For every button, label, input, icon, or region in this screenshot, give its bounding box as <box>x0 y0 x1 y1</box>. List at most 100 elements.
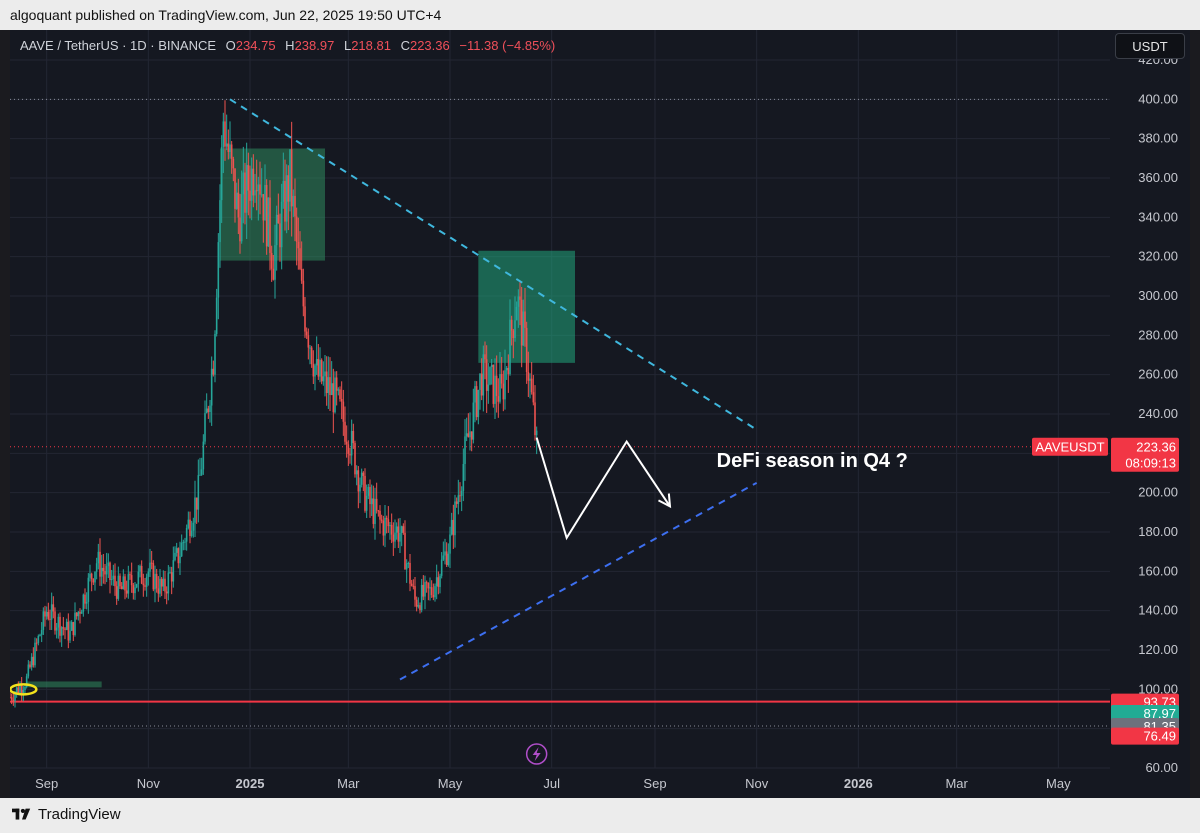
candle-body <box>97 551 100 564</box>
lightning-icon[interactable] <box>525 743 548 765</box>
trendline <box>399 481 758 681</box>
candle-body <box>447 553 450 566</box>
candle-body <box>394 532 396 542</box>
y-axis-tick-label: 280.00 <box>1138 327 1178 342</box>
price-label-value: 87.97 <box>1143 706 1176 721</box>
candle-body <box>14 693 16 701</box>
candle-body <box>89 573 91 578</box>
tradingview-logo[interactable]: TradingView <box>12 806 121 823</box>
y-axis-tick-label: 260.00 <box>1138 367 1178 382</box>
x-axis-tick-label: Mar <box>337 776 360 791</box>
x-axis-tick-label: 2026 <box>844 776 873 791</box>
candle-body <box>175 548 178 553</box>
candle-body <box>105 566 108 575</box>
candle-body <box>487 384 490 391</box>
candle-body <box>134 587 136 594</box>
candle-body <box>477 389 480 418</box>
candle-body <box>519 296 521 300</box>
symbol-name: AAVE / TetherUS · 1D · BINANCE <box>20 38 217 53</box>
candle-body <box>185 527 188 542</box>
candle-body <box>292 195 295 207</box>
close-key: C <box>400 38 410 53</box>
candle-body <box>157 588 160 594</box>
candle-body <box>402 526 405 533</box>
candle-body <box>464 436 466 465</box>
candle-body <box>465 433 468 437</box>
candle-body <box>30 656 33 668</box>
candle-body <box>517 296 520 307</box>
candle-body <box>47 611 50 619</box>
candle-body <box>274 245 276 280</box>
x-axis-tick-label: Nov <box>137 776 161 791</box>
candle-body <box>99 551 101 577</box>
candle-body <box>120 586 123 590</box>
y-axis-tick-label: 160.00 <box>1138 563 1178 578</box>
x-axis-tick-label: May <box>438 776 463 791</box>
price-label-bg <box>1111 704 1179 722</box>
change-value: −11.38 (−4.85%) <box>459 38 556 53</box>
x-axis-tick-label: Sep <box>643 776 666 791</box>
candle-body <box>75 612 78 617</box>
candle-body <box>27 664 30 677</box>
candle-body <box>80 611 83 614</box>
candle-body <box>409 562 411 584</box>
candle-body <box>65 621 68 630</box>
candle-body <box>214 333 216 375</box>
candle-body <box>179 556 181 564</box>
candle-body <box>204 413 206 442</box>
candle-body <box>494 375 496 404</box>
candle-body <box>337 389 340 391</box>
candle-body <box>114 575 116 587</box>
candle-body <box>194 497 196 523</box>
candle-body <box>327 377 330 393</box>
candle-body <box>154 573 156 590</box>
candle-body <box>500 374 503 384</box>
candle-body <box>507 367 510 375</box>
candle-body <box>445 551 448 566</box>
x-axis-tick-label: Mar <box>945 776 968 791</box>
candle-body <box>405 563 408 570</box>
candle-body <box>505 367 508 371</box>
y-axis-tick-label: 360.00 <box>1138 170 1178 185</box>
candle-body <box>320 359 323 382</box>
low-value: 218.81 <box>351 38 391 53</box>
candle-body <box>449 534 451 554</box>
candle-body <box>29 664 31 668</box>
y-axis-tick-label: 320.00 <box>1138 249 1178 264</box>
candle-body <box>459 495 461 497</box>
price-label-value: 76.49 <box>1143 729 1176 744</box>
price-chart[interactable]: DeFi season in Q4 ?60.0080.00100.00120.0… <box>10 30 1190 798</box>
candle-body <box>22 689 25 693</box>
candle-body <box>302 280 305 307</box>
candle-body <box>349 453 351 456</box>
candle-body <box>20 685 23 693</box>
candle-body <box>239 217 241 242</box>
candle-body <box>382 520 385 536</box>
candle-body <box>529 378 531 381</box>
candle-body <box>262 194 265 221</box>
candle-body <box>470 431 473 440</box>
candle-body <box>74 612 76 635</box>
candle-body <box>184 541 186 543</box>
candle-body <box>270 252 273 269</box>
candle-body <box>264 184 266 221</box>
candle-body <box>372 498 375 524</box>
candle-body <box>115 586 118 599</box>
candle-body <box>530 378 533 393</box>
candle-body <box>190 530 193 536</box>
candle-body <box>440 559 443 576</box>
candle-body <box>94 571 96 583</box>
high-key: H <box>285 38 295 53</box>
candle-body <box>25 676 28 687</box>
candle-body <box>339 389 341 400</box>
candle-body <box>342 401 345 422</box>
candle-body <box>375 498 378 511</box>
candle-body <box>510 319 513 331</box>
candle-body <box>150 562 153 564</box>
candle-body <box>247 165 250 191</box>
candle-body <box>127 574 130 594</box>
candle-body <box>69 630 71 641</box>
candle-body <box>484 354 486 360</box>
candle-body <box>304 306 306 332</box>
currency-button[interactable]: USDT <box>1115 33 1185 59</box>
